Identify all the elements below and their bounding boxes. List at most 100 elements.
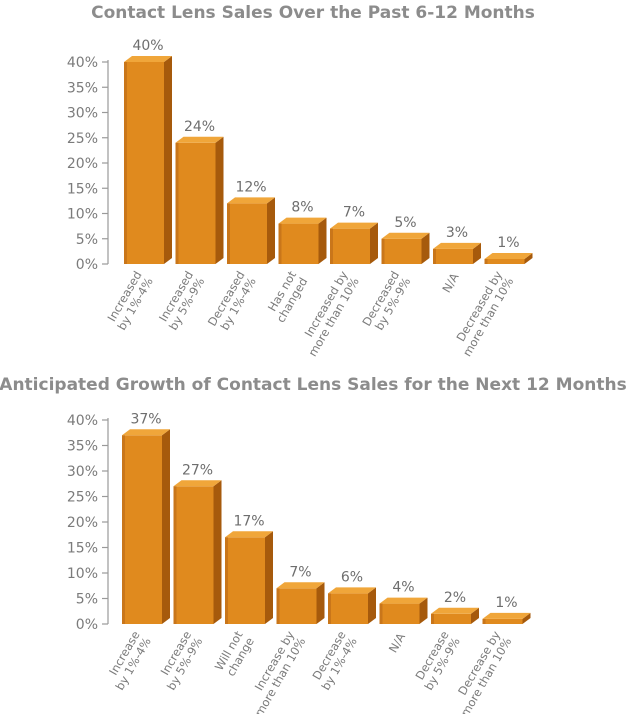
chart1-bar-front — [175, 142, 216, 264]
chart2-bar-side — [522, 612, 531, 624]
chart2-bar — [328, 587, 376, 624]
chart2-bar-edge — [328, 593, 331, 624]
chart1-bar — [330, 222, 378, 264]
chart1-bar — [433, 242, 481, 264]
chart1-bar-front — [124, 62, 164, 264]
chart2-data-label: 37% — [130, 411, 161, 427]
chart2-bar — [173, 480, 222, 624]
chart1-bar-side — [215, 136, 224, 264]
chart2-bar-top — [482, 612, 531, 619]
chart1-bar-top — [124, 56, 172, 62]
chart2-data-label: 7% — [289, 564, 311, 580]
chart2-data-label: 17% — [233, 513, 264, 529]
chart1-data-label: 5% — [394, 215, 416, 231]
chart1-bar-edge — [227, 203, 230, 264]
chart1-title: Contact Lens Sales Over the Past 6-12 Mo… — [91, 3, 535, 23]
chart2-bar-front — [122, 435, 162, 624]
chart2-data-label: 1% — [495, 595, 517, 611]
chart1-data-label: 24% — [184, 119, 215, 135]
chart2-bar — [431, 607, 479, 624]
chart1-bar-front — [484, 258, 525, 264]
chart2-bar-front — [276, 588, 317, 624]
chart1-plot: 0% 5% 10% 15% 20% 25% 30% 35% 40% 40% Increasedby … — [67, 38, 533, 359]
chart2-bar-edge — [225, 537, 228, 624]
chart1-bar-side — [318, 217, 327, 264]
chart1-bar-edge — [124, 62, 127, 264]
chart2-bar-side — [419, 597, 428, 624]
chart2-bar-front — [225, 537, 265, 624]
chart2-plot: 0% 5% 10% 15% 20% 25% 30% 35% 40% 37% Increaseby 1… — [67, 411, 531, 714]
chart1-bar-top — [175, 136, 224, 143]
chart1-bar-side — [267, 197, 275, 264]
chart2-bar-top — [225, 531, 273, 538]
chart2-y-tick-label: 35% — [67, 439, 98, 455]
chart2-bar-side — [265, 531, 273, 624]
chart1-data-label: 8% — [291, 200, 313, 216]
chart2-bar-edge — [482, 618, 486, 624]
chart1-bar — [484, 252, 533, 264]
chart2-bar-edge — [379, 603, 383, 624]
chart2-y-tick-label: 5% — [76, 592, 98, 608]
chart1-y-tick-label: 20% — [67, 156, 98, 172]
chart1-bar-edge — [433, 248, 436, 264]
chart2-category-label: N/A — [386, 630, 408, 655]
chart2-data-label: 4% — [392, 580, 414, 596]
chart1-bar-top — [433, 242, 481, 249]
chart1-bar-front — [278, 223, 319, 264]
chart2-bar-side — [471, 607, 479, 624]
chart2-bar-front — [173, 486, 214, 624]
chart1-bar — [381, 232, 430, 264]
chart2-bar-side — [162, 429, 170, 624]
chart2-y-tick-label: 10% — [67, 566, 98, 582]
chart2-data-label: 6% — [341, 569, 363, 585]
chart1-bar-top — [381, 232, 430, 239]
chart2-bar — [379, 597, 428, 624]
chart2-bar — [482, 612, 531, 624]
chart1-y-tick-label: 25% — [67, 131, 98, 147]
chart1-y-tick-label: 15% — [67, 181, 98, 197]
chart2-bar — [276, 582, 325, 624]
chart2-bar-top — [276, 582, 325, 589]
chart1-category-label: Increasedby 5%-9% — [155, 268, 208, 332]
chart2-data-label: 27% — [182, 462, 213, 478]
chart1-bar-edge — [175, 142, 179, 264]
chart1-bar-top — [330, 222, 378, 229]
chart2-category-label: Decreaseby 1%-4% — [307, 628, 360, 692]
chart1-y-tick-label: 35% — [67, 80, 98, 96]
chart2-category-label: Decreaseby 5%-9% — [410, 628, 463, 692]
chart1-bar-front — [433, 248, 473, 264]
chart1-data-label: 12% — [235, 179, 266, 195]
chart1-category-label: N/A — [439, 270, 461, 295]
chart2-y-tick-label: 30% — [67, 464, 98, 480]
chart1-data-label: 3% — [446, 225, 468, 241]
chart2-bar-edge — [122, 435, 125, 624]
chart1-bar-front — [227, 203, 267, 264]
chart2-bar-top — [122, 429, 170, 436]
chart1-bar-side — [164, 56, 172, 264]
chart1-bar-top — [227, 197, 275, 204]
chart2-y-tick-label: 20% — [67, 515, 98, 531]
chart1-bar-top — [278, 217, 327, 224]
chart1-bar-side — [370, 222, 378, 264]
chart1-data-label: 40% — [132, 38, 163, 54]
chart2-bar-edge — [431, 613, 434, 624]
chart1-category-label: Decreasedby 5%-9% — [359, 268, 413, 335]
chart1-bar-side — [421, 232, 430, 264]
chart1-bar-edge — [381, 238, 385, 264]
chart2-y-tick-label: 0% — [76, 617, 98, 633]
chart1-category-label: Decreasedby 1%-4% — [205, 268, 259, 335]
chart1-data-label: 7% — [343, 205, 365, 221]
chart2-category-label: Increaseby 1%-4% — [101, 628, 154, 692]
chart1-bar-edge — [330, 228, 333, 264]
chart2-bar-top — [173, 480, 222, 487]
chart1-bar — [175, 136, 224, 264]
chart2-bar — [225, 531, 273, 624]
chart1-bar-front — [330, 228, 370, 264]
chart2-y-tick-label: 15% — [67, 541, 98, 557]
chart1-category-label: Increasedby 1%-4% — [103, 268, 156, 332]
chart2-y-tick-label: 40% — [67, 413, 98, 429]
chart1-y-tick-label: 10% — [67, 207, 98, 223]
chart1-data-label: 1% — [497, 235, 519, 251]
